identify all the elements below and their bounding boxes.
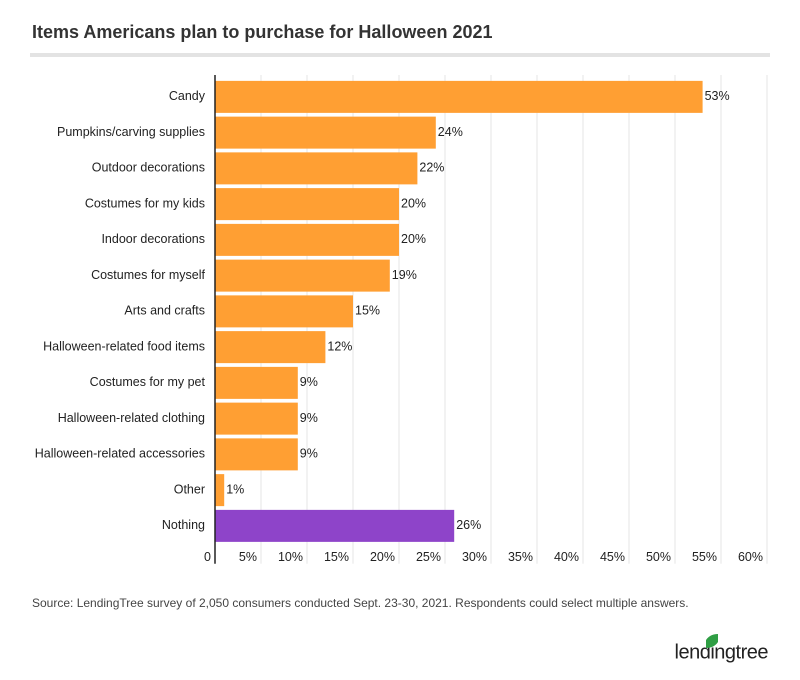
y-tick-label: Costumes for my kids [85, 196, 205, 210]
x-tick-label: 45% [600, 550, 625, 564]
logo-text: lendingtree [675, 641, 769, 663]
value-label: 26% [456, 518, 481, 532]
logo-leaf [706, 634, 718, 648]
y-tick-label: Costumes for my pet [90, 375, 206, 389]
y-tick-label: Arts and crafts [124, 304, 205, 318]
bar [215, 331, 326, 364]
value-label: 9% [300, 411, 318, 425]
value-label: 22% [419, 161, 444, 175]
source-note: Source: LendingTree survey of 2,050 cons… [32, 596, 689, 610]
bar [215, 509, 455, 542]
value-label: 15% [355, 304, 380, 318]
value-label: 19% [392, 268, 417, 282]
x-tick-label: 60% [738, 550, 763, 564]
chart-title: Items Americans plan to purchase for Hal… [32, 22, 493, 42]
y-tick-label: Halloween-related accessories [35, 447, 205, 461]
bar [215, 116, 436, 149]
y-tick-label: Nothing [162, 518, 205, 532]
x-tick-label: 5% [239, 550, 257, 564]
bar [215, 80, 703, 113]
bar [215, 152, 418, 185]
x-tick-label: 20% [370, 550, 395, 564]
y-tick-label: Indoor decorations [101, 232, 205, 246]
value-label: 53% [705, 89, 730, 103]
bar [215, 402, 298, 435]
y-tick-label: Halloween-related clothing [58, 411, 205, 425]
y-tick-label: Costumes for myself [91, 268, 205, 282]
bar [215, 366, 298, 399]
x-tick-label: 40% [554, 550, 579, 564]
x-tick-label: 0 [204, 550, 211, 564]
x-tick-label: 55% [692, 550, 717, 564]
y-tick-label: Halloween-related food items [43, 339, 205, 353]
value-label: 20% [401, 196, 426, 210]
x-tick-label: 30% [462, 550, 487, 564]
value-label: 12% [327, 339, 352, 353]
x-tick-label: 50% [646, 550, 671, 564]
x-tick-label: 25% [416, 550, 441, 564]
bar [215, 188, 399, 221]
bar [215, 223, 399, 256]
title-rule [30, 53, 770, 57]
y-tick-label: Other [174, 482, 205, 496]
bar [215, 474, 225, 507]
value-label: 9% [300, 447, 318, 461]
x-tick-label: 10% [278, 550, 303, 564]
value-label: 20% [401, 232, 426, 246]
value-label: 1% [226, 482, 244, 496]
value-label: 9% [300, 375, 318, 389]
x-tick-label: 15% [324, 550, 349, 564]
y-tick-label: Candy [169, 89, 206, 103]
bar [215, 438, 298, 471]
x-tick-label: 35% [508, 550, 533, 564]
y-tick-label: Outdoor decorations [92, 161, 205, 175]
bar [215, 259, 390, 292]
bar [215, 295, 353, 328]
value-label: 24% [438, 125, 463, 139]
y-tick-label: Pumpkins/carving supplies [57, 125, 205, 139]
